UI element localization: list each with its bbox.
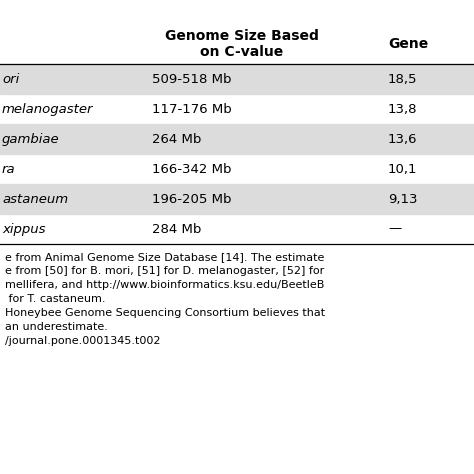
- Text: Honeybee Genome Sequencing Consortium believes that: Honeybee Genome Sequencing Consortium be…: [5, 308, 325, 318]
- Text: e from Animal Genome Size Database [14]. The estimate: e from Animal Genome Size Database [14].…: [5, 252, 324, 262]
- Text: e from [50] for B. mori, [51] for D. melanogaster, [52] for: e from [50] for B. mori, [51] for D. mel…: [5, 266, 324, 276]
- Text: 18,5: 18,5: [388, 73, 418, 85]
- Text: 264 Mb: 264 Mb: [152, 133, 201, 146]
- Text: 196-205 Mb: 196-205 Mb: [152, 192, 231, 206]
- Text: 117-176 Mb: 117-176 Mb: [152, 102, 232, 116]
- Bar: [0, 124, 474, 154]
- Text: for T. castaneum.: for T. castaneum.: [5, 294, 106, 304]
- Text: 509-518 Mb: 509-518 Mb: [152, 73, 231, 85]
- Text: on C-value: on C-value: [201, 45, 283, 59]
- Bar: [0, 64, 474, 94]
- Text: ra: ra: [2, 163, 16, 175]
- Text: an underestimate.: an underestimate.: [5, 322, 108, 332]
- Text: —: —: [388, 222, 401, 236]
- Text: gambiae: gambiae: [2, 133, 60, 146]
- Text: 284 Mb: 284 Mb: [152, 222, 201, 236]
- Text: ori: ori: [2, 73, 19, 85]
- Text: Gene: Gene: [388, 37, 428, 51]
- Bar: [0, 184, 474, 214]
- Text: melanogaster: melanogaster: [2, 102, 93, 116]
- Text: 13,8: 13,8: [388, 102, 418, 116]
- Text: 9,13: 9,13: [388, 192, 418, 206]
- Text: mellifera, and http://www.bioinformatics.ksu.edu/BeetleB: mellifera, and http://www.bioinformatics…: [5, 280, 324, 290]
- Text: 166-342 Mb: 166-342 Mb: [152, 163, 231, 175]
- Text: 10,1: 10,1: [388, 163, 418, 175]
- Text: Genome Size Based: Genome Size Based: [165, 29, 319, 43]
- Text: 13,6: 13,6: [388, 133, 418, 146]
- Text: astaneum: astaneum: [2, 192, 68, 206]
- Text: /journal.pone.0001345.t002: /journal.pone.0001345.t002: [5, 336, 161, 346]
- Text: xippus: xippus: [2, 222, 46, 236]
